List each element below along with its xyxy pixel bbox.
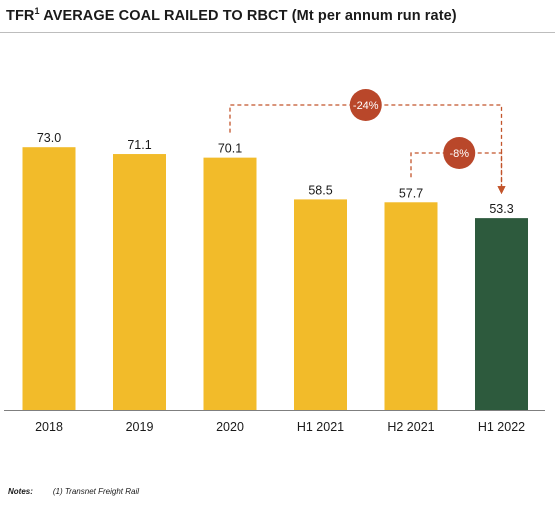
value-label-2020: 70.1	[218, 142, 242, 156]
change-label-2: -8%	[449, 148, 469, 160]
title-divider	[0, 32, 555, 33]
bar-2019	[113, 154, 166, 410]
category-label-2019: 2019	[126, 420, 154, 434]
change-bubble-2	[443, 137, 476, 169]
chart-title: TFR1 AVERAGE COAL RAILED TO RBCT (Mt per…	[6, 6, 457, 24]
notes: Notes: (1) Transnet Freight Rail	[8, 487, 139, 496]
bar-h1-2022	[475, 218, 528, 410]
category-label-2020: 2020	[216, 420, 244, 434]
notes-label: Notes:	[8, 487, 33, 496]
bar-2018	[22, 147, 76, 410]
value-label-h1-2021: 58.5	[308, 183, 332, 197]
change-arrow-2	[410, 152, 506, 195]
chart-title-main: TFR	[6, 8, 35, 24]
value-label-h2-2021: 57.7	[399, 186, 423, 200]
bar-2020	[203, 157, 257, 410]
change-bubble-1	[349, 89, 382, 121]
category-label-h1-2022: H1 2022	[478, 420, 525, 434]
chart-title-superscript: 1	[34, 6, 40, 16]
change-label-1: -24%	[353, 100, 379, 112]
value-label-2018: 73.0	[37, 131, 61, 145]
category-label-h1-2021: H1 2021	[297, 420, 344, 434]
category-label-h2-2021: H2 2021	[387, 420, 434, 434]
bar-h1-2021	[294, 199, 347, 410]
notes-text: (1) Transnet Freight Rail	[52, 487, 139, 496]
value-label-h1-2022: 53.3	[489, 202, 513, 216]
category-label-2018: 2018	[35, 420, 63, 434]
value-label-2019: 71.1	[127, 138, 151, 152]
chart-title-rest: AVERAGE COAL RAILED TO RBCT (Mt per annu…	[39, 8, 457, 24]
bar-h2-2021	[384, 202, 438, 410]
